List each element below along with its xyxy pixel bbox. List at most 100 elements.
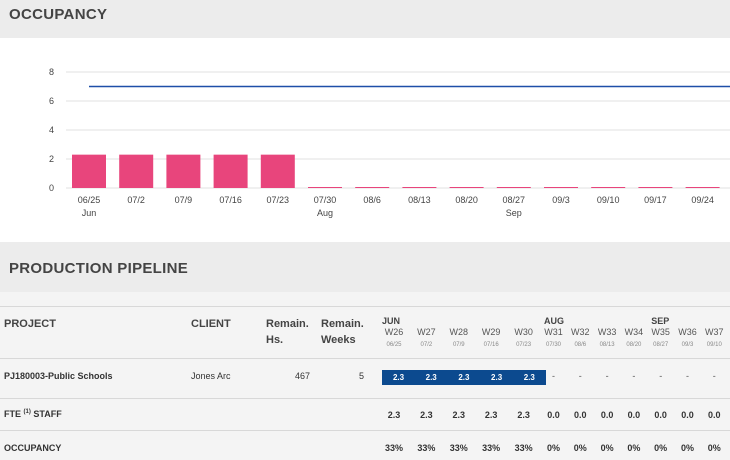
occupancy-value: 0%	[627, 443, 641, 453]
client-name: Jones Arc	[191, 371, 231, 381]
occupancy-bar[interactable]	[213, 154, 248, 188]
week-date: 08/6	[574, 342, 587, 348]
month-label: JUN	[382, 316, 401, 326]
x-tick-label: 07/9	[175, 195, 193, 205]
fte-label-text: FTE	[4, 409, 21, 419]
week-label: W31	[544, 327, 563, 337]
occupancy-value: 0%	[707, 443, 721, 453]
x-tick-label: 07/23	[267, 195, 290, 205]
occupancy-bar[interactable]	[685, 187, 720, 188]
x-tick-label: 09/3	[552, 195, 570, 205]
project-name[interactable]: PJ180003-Public Schools	[4, 371, 113, 381]
week-allocation-empty: -	[712, 371, 716, 381]
week-allocation-cell[interactable]: 2.3	[512, 370, 546, 385]
week-label: W28	[449, 327, 469, 337]
week-allocation-cell[interactable]: 2.3	[447, 370, 481, 385]
fte-value: 2.3	[452, 410, 466, 420]
occupancy-bar[interactable]	[308, 187, 342, 188]
x-month-label: Jun	[82, 208, 97, 218]
occupancy-bar[interactable]	[72, 154, 106, 188]
occupancy-value: 33%	[482, 443, 501, 453]
y-tick-label: 2	[49, 154, 54, 164]
week-date: 07/9	[452, 342, 465, 348]
occupancy-chart: 0 2 4 6 8 06/25 Jun 07/2 07/9 07/16 07/23 07/30 Aug 0…	[49, 67, 730, 218]
week-date: 09/10	[706, 342, 722, 348]
week-label: W32	[571, 327, 590, 337]
column-header-remain-weeks: Remain. Weeks	[321, 318, 364, 346]
fte-value: 0.0	[600, 410, 614, 420]
week-allocation-cell[interactable]: 2.3	[382, 370, 415, 385]
x-tick-label: 06/25	[78, 195, 101, 205]
remain-hours: 467	[294, 371, 310, 381]
fte-label: FTE (1) STAFF	[4, 409, 62, 419]
x-tick-label: 07/30	[314, 195, 337, 205]
week-date: 07/16	[483, 342, 499, 348]
y-tick-label: 6	[49, 96, 54, 106]
occupancy-bar[interactable]	[355, 187, 390, 188]
occupancy-bar[interactable]	[402, 187, 437, 188]
occupancy-bar[interactable]	[449, 187, 484, 188]
week-label: W36	[678, 327, 697, 337]
occupancy-bar[interactable]	[260, 154, 295, 188]
week-label: W37	[705, 327, 724, 337]
week-label: W35	[651, 327, 670, 337]
x-tick-label: 08/20	[455, 195, 478, 205]
x-tick-label: 09/10	[597, 195, 620, 205]
fte-value: 2.3	[517, 410, 530, 420]
occupancy-section-title: OCCUPANCY	[0, 0, 730, 38]
column-header-remain-hs: Remain. Hs.	[266, 318, 309, 346]
column-header-project: PROJECT	[4, 318, 56, 330]
row-divider	[0, 358, 730, 359]
x-tick-label: 09/24	[691, 195, 714, 205]
fte-value: 0.0	[547, 410, 560, 420]
month-label: AUG	[544, 316, 564, 326]
occupancy-value: 0%	[680, 443, 694, 453]
occupancy-value: 0%	[546, 443, 560, 453]
x-tick-label: 07/2	[127, 195, 145, 205]
fte-footnote: (1)	[23, 409, 31, 415]
y-tick-label: 4	[49, 125, 54, 135]
occupancy-bar[interactable]	[544, 187, 578, 188]
week-date: 09/3	[681, 342, 694, 348]
week-date: 08/27	[653, 342, 669, 348]
week-allocation-cell[interactable]: 2.3	[480, 370, 514, 385]
occupancy-chart-panel: 0 2 4 6 8 06/25 Jun 07/2 07/9 07/16 07/23 07/30 Aug 0…	[0, 38, 730, 242]
fte-value: 0.0	[708, 410, 721, 420]
x-month-label: Aug	[317, 208, 333, 218]
occupancy-bar[interactable]	[496, 187, 531, 188]
section-divider	[0, 242, 730, 248]
column-header-client: CLIENT	[191, 318, 231, 330]
week-date: 08/13	[599, 342, 615, 348]
fte-value: 2.3	[387, 410, 401, 420]
occupancy-value: 33%	[417, 443, 436, 453]
occupancy-bar[interactable]	[166, 154, 201, 188]
week-date: 07/2	[420, 342, 433, 348]
fte-value: 0.0	[627, 410, 641, 420]
month-label: SEP	[651, 316, 670, 326]
week-label: W33	[597, 327, 617, 337]
occupancy-bar[interactable]	[591, 187, 626, 188]
pipeline-table: PROJECT CLIENT Remain. Hs. Remain. Weeks…	[0, 292, 730, 460]
week-date: 08/20	[626, 342, 642, 348]
week-label: W30	[514, 327, 533, 337]
x-tick-label: 08/27	[503, 195, 526, 205]
week-allocation-empty: -	[605, 371, 609, 381]
week-allocation-empty: -	[632, 371, 636, 381]
occupancy-value: 33%	[449, 443, 468, 453]
table-border-top	[0, 306, 730, 307]
week-allocation-cell[interactable]: 2.3	[414, 370, 448, 385]
row-divider	[0, 430, 730, 431]
occupancy-bar[interactable]	[638, 187, 673, 188]
week-date: 06/25	[386, 342, 402, 348]
occupancy-bar[interactable]	[119, 154, 154, 188]
week-label: W34	[624, 327, 644, 337]
occupancy-label: OCCUPANCY	[4, 443, 62, 453]
occupancy-value: 33%	[384, 443, 403, 453]
x-tick-label: 09/17	[644, 195, 667, 205]
week-date: 07/30	[545, 342, 561, 348]
fte-value: 2.3	[484, 410, 498, 420]
x-tick-label: 07/16	[219, 195, 242, 205]
week-label: W29	[481, 327, 501, 337]
fte-value: 2.3	[420, 410, 433, 420]
row-divider	[0, 398, 730, 399]
